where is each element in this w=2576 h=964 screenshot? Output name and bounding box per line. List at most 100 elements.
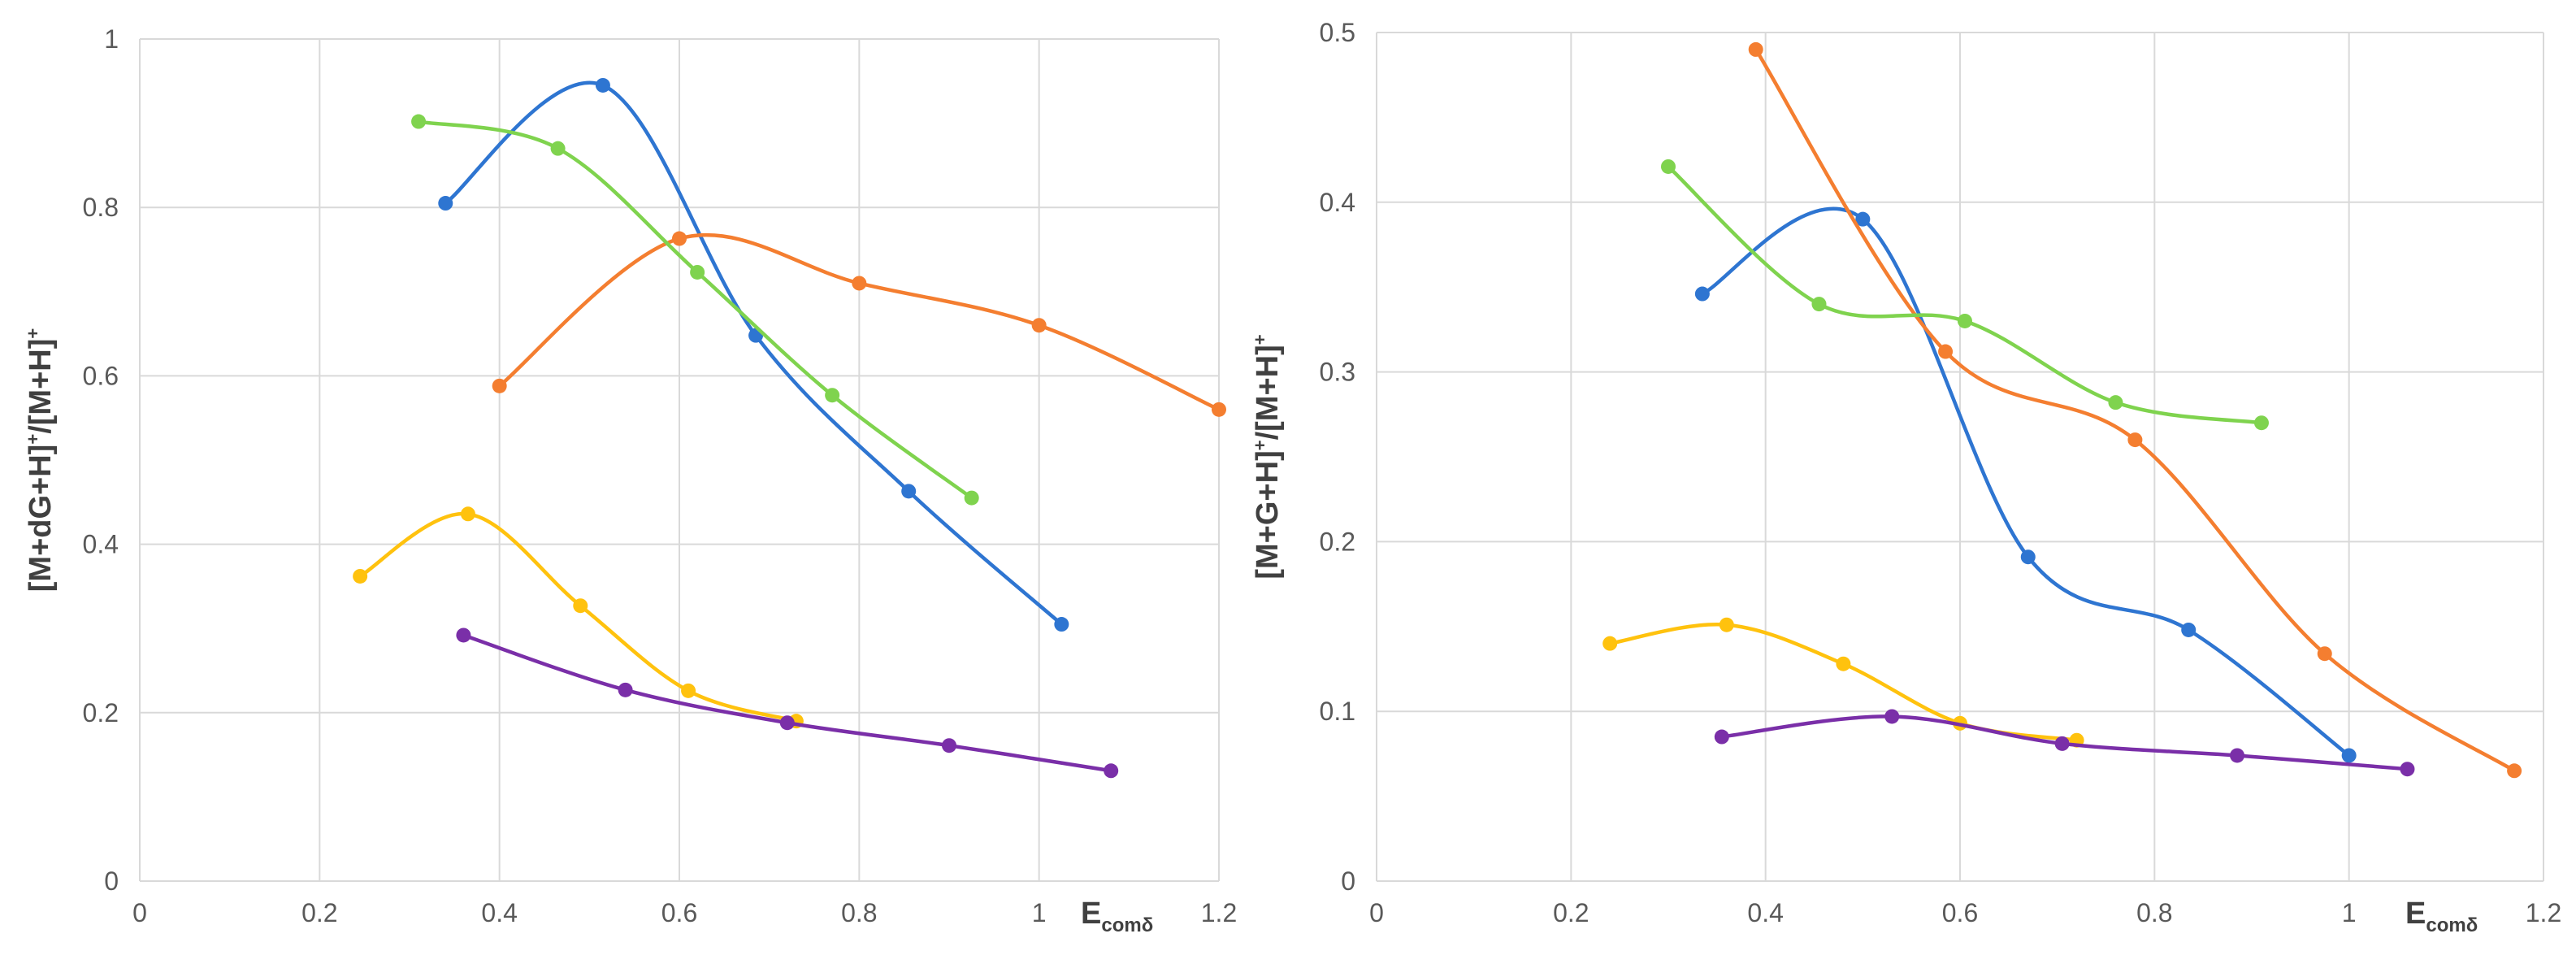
data-point-purple	[942, 738, 956, 753]
series-line-green	[416, 119, 974, 500]
x-axis-label: Ecomδ	[1081, 897, 1153, 936]
x-axis-label: Ecomδ	[2405, 897, 2478, 936]
series-line-purple	[462, 633, 1113, 773]
y-tick-label: 0.5	[1320, 18, 1355, 47]
data-point-yellow	[1719, 617, 1734, 632]
series-yellow	[1602, 617, 2084, 748]
data-point-green	[825, 388, 840, 403]
data-point-orange	[1938, 344, 1954, 359]
y-tick-label: 1	[104, 24, 119, 54]
data-point-yellow	[573, 598, 588, 614]
data-point-blue	[1855, 211, 1871, 227]
y-axis-label-superscript: +	[23, 328, 43, 339]
x-tick-label: 0.6	[1942, 898, 1978, 927]
x-tick-label: 0.8	[841, 898, 877, 927]
series-line-green	[1666, 164, 2264, 425]
x-tick-label: 0.2	[1553, 898, 1589, 927]
x-tick-label: 1.2	[1201, 898, 1237, 927]
data-point-yellow	[1836, 656, 1851, 671]
data-point-orange	[1212, 402, 1226, 417]
data-point-blue	[901, 484, 917, 499]
series-purple	[1714, 709, 2415, 777]
y-axis-label: [M+G+H]+/[M+H]+	[1250, 334, 1285, 579]
y-tick-label: 0.1	[1320, 697, 1355, 726]
y-axis-label-text: /[M+H]	[24, 339, 58, 434]
data-point-yellow	[353, 568, 368, 584]
y-tick-label: 0.3	[1320, 358, 1355, 387]
data-point-purple	[1884, 709, 1900, 724]
data-point-blue	[438, 196, 453, 211]
series-orange	[492, 231, 1226, 417]
data-point-orange	[1031, 318, 1047, 333]
x-tick-label: 1	[1032, 898, 1047, 927]
data-point-purple	[1104, 763, 1119, 779]
data-point-blue	[2181, 622, 2197, 637]
y-tick-label: 0.2	[1320, 527, 1355, 556]
y-tick-label: 0	[1341, 866, 1355, 896]
data-point-orange	[672, 231, 687, 246]
x-tick-label: 0.2	[301, 898, 337, 927]
y-tick-label: 0.8	[83, 193, 119, 222]
data-point-blue	[1054, 617, 1069, 632]
x-tick-label: 0.4	[1747, 898, 1783, 927]
data-point-orange	[2127, 432, 2143, 448]
y-axis-label-superscript: +	[1250, 334, 1270, 345]
gridlines	[139, 38, 1220, 882]
x-tick-label: 0.6	[661, 898, 697, 927]
data-point-green	[2253, 415, 2269, 431]
data-point-orange	[1748, 41, 1763, 57]
data-point-blue	[595, 77, 610, 93]
x-tick-label: 0	[132, 898, 147, 927]
chart-right: 0 0.2 0.4 0.6 0.8 1 1.2 0 0.1 0.2 0.3 0.4 0.5 Ecomδ [M…	[1250, 18, 2561, 936]
y-axis-label-superscript: +	[1250, 440, 1270, 450]
data-point-purple	[456, 627, 471, 643]
data-point-blue	[2341, 748, 2357, 763]
y-axis-label-text: /[M+H]	[1251, 345, 1285, 440]
series-line-blue	[1700, 206, 2351, 758]
data-point-yellow	[460, 506, 475, 522]
y-tick-label: 0.6	[83, 361, 119, 390]
data-point-blue	[2020, 549, 2036, 565]
data-point-green	[964, 490, 979, 506]
data-point-purple	[618, 682, 633, 697]
x-axis-label-subscript: comδ	[2426, 914, 2478, 936]
data-point-green	[2108, 395, 2123, 410]
series-line-orange	[1754, 47, 2517, 773]
y-tick-label: 0.4	[1320, 188, 1355, 217]
x-tick-label: 1.2	[2526, 898, 2561, 927]
series-orange	[1748, 41, 2522, 779]
y-tick-label: 0.4	[83, 530, 119, 559]
data-point-purple	[2054, 736, 2070, 751]
data-point-purple	[779, 715, 795, 731]
series-line-blue	[444, 80, 1064, 627]
data-point-orange	[492, 378, 507, 393]
data-point-yellow	[1602, 636, 1618, 651]
y-axis-label-text: [M+dG+H]	[24, 445, 58, 593]
data-point-orange	[852, 276, 867, 291]
series-line-yellow	[1607, 622, 2079, 742]
y-tick-label: 0	[104, 866, 119, 896]
x-tick-label: 0.8	[2136, 898, 2172, 927]
data-point-purple	[2400, 762, 2415, 777]
data-point-yellow	[681, 683, 696, 698]
data-point-orange	[2507, 763, 2522, 779]
data-point-green	[690, 264, 705, 280]
data-point-green	[1661, 158, 1676, 174]
data-point-purple	[1714, 729, 1729, 745]
y-tick-label: 0.2	[83, 698, 119, 727]
chart-left: 0 0.2 0.4 0.6 0.8 1 1.2 0 0.2 0.4 0.6 0.8 1 Ecomδ [M+d…	[23, 24, 1237, 936]
x-axis-label-subscript: comδ	[1101, 914, 1153, 936]
data-point-green	[1811, 297, 1827, 312]
data-point-green	[411, 114, 427, 129]
y-axis-label: [M+dG+H]+/[M+H]+	[23, 328, 58, 592]
series-green	[1661, 158, 2269, 431]
x-tick-label: 0	[1369, 898, 1384, 927]
data-point-green	[1957, 313, 1972, 328]
series-blue	[1694, 206, 2357, 763]
series-yellow	[353, 506, 804, 729]
data-point-orange	[2317, 646, 2332, 662]
x-tick-label: 1	[2342, 898, 2357, 927]
series-purple	[456, 627, 1119, 779]
data-point-green	[550, 141, 566, 156]
